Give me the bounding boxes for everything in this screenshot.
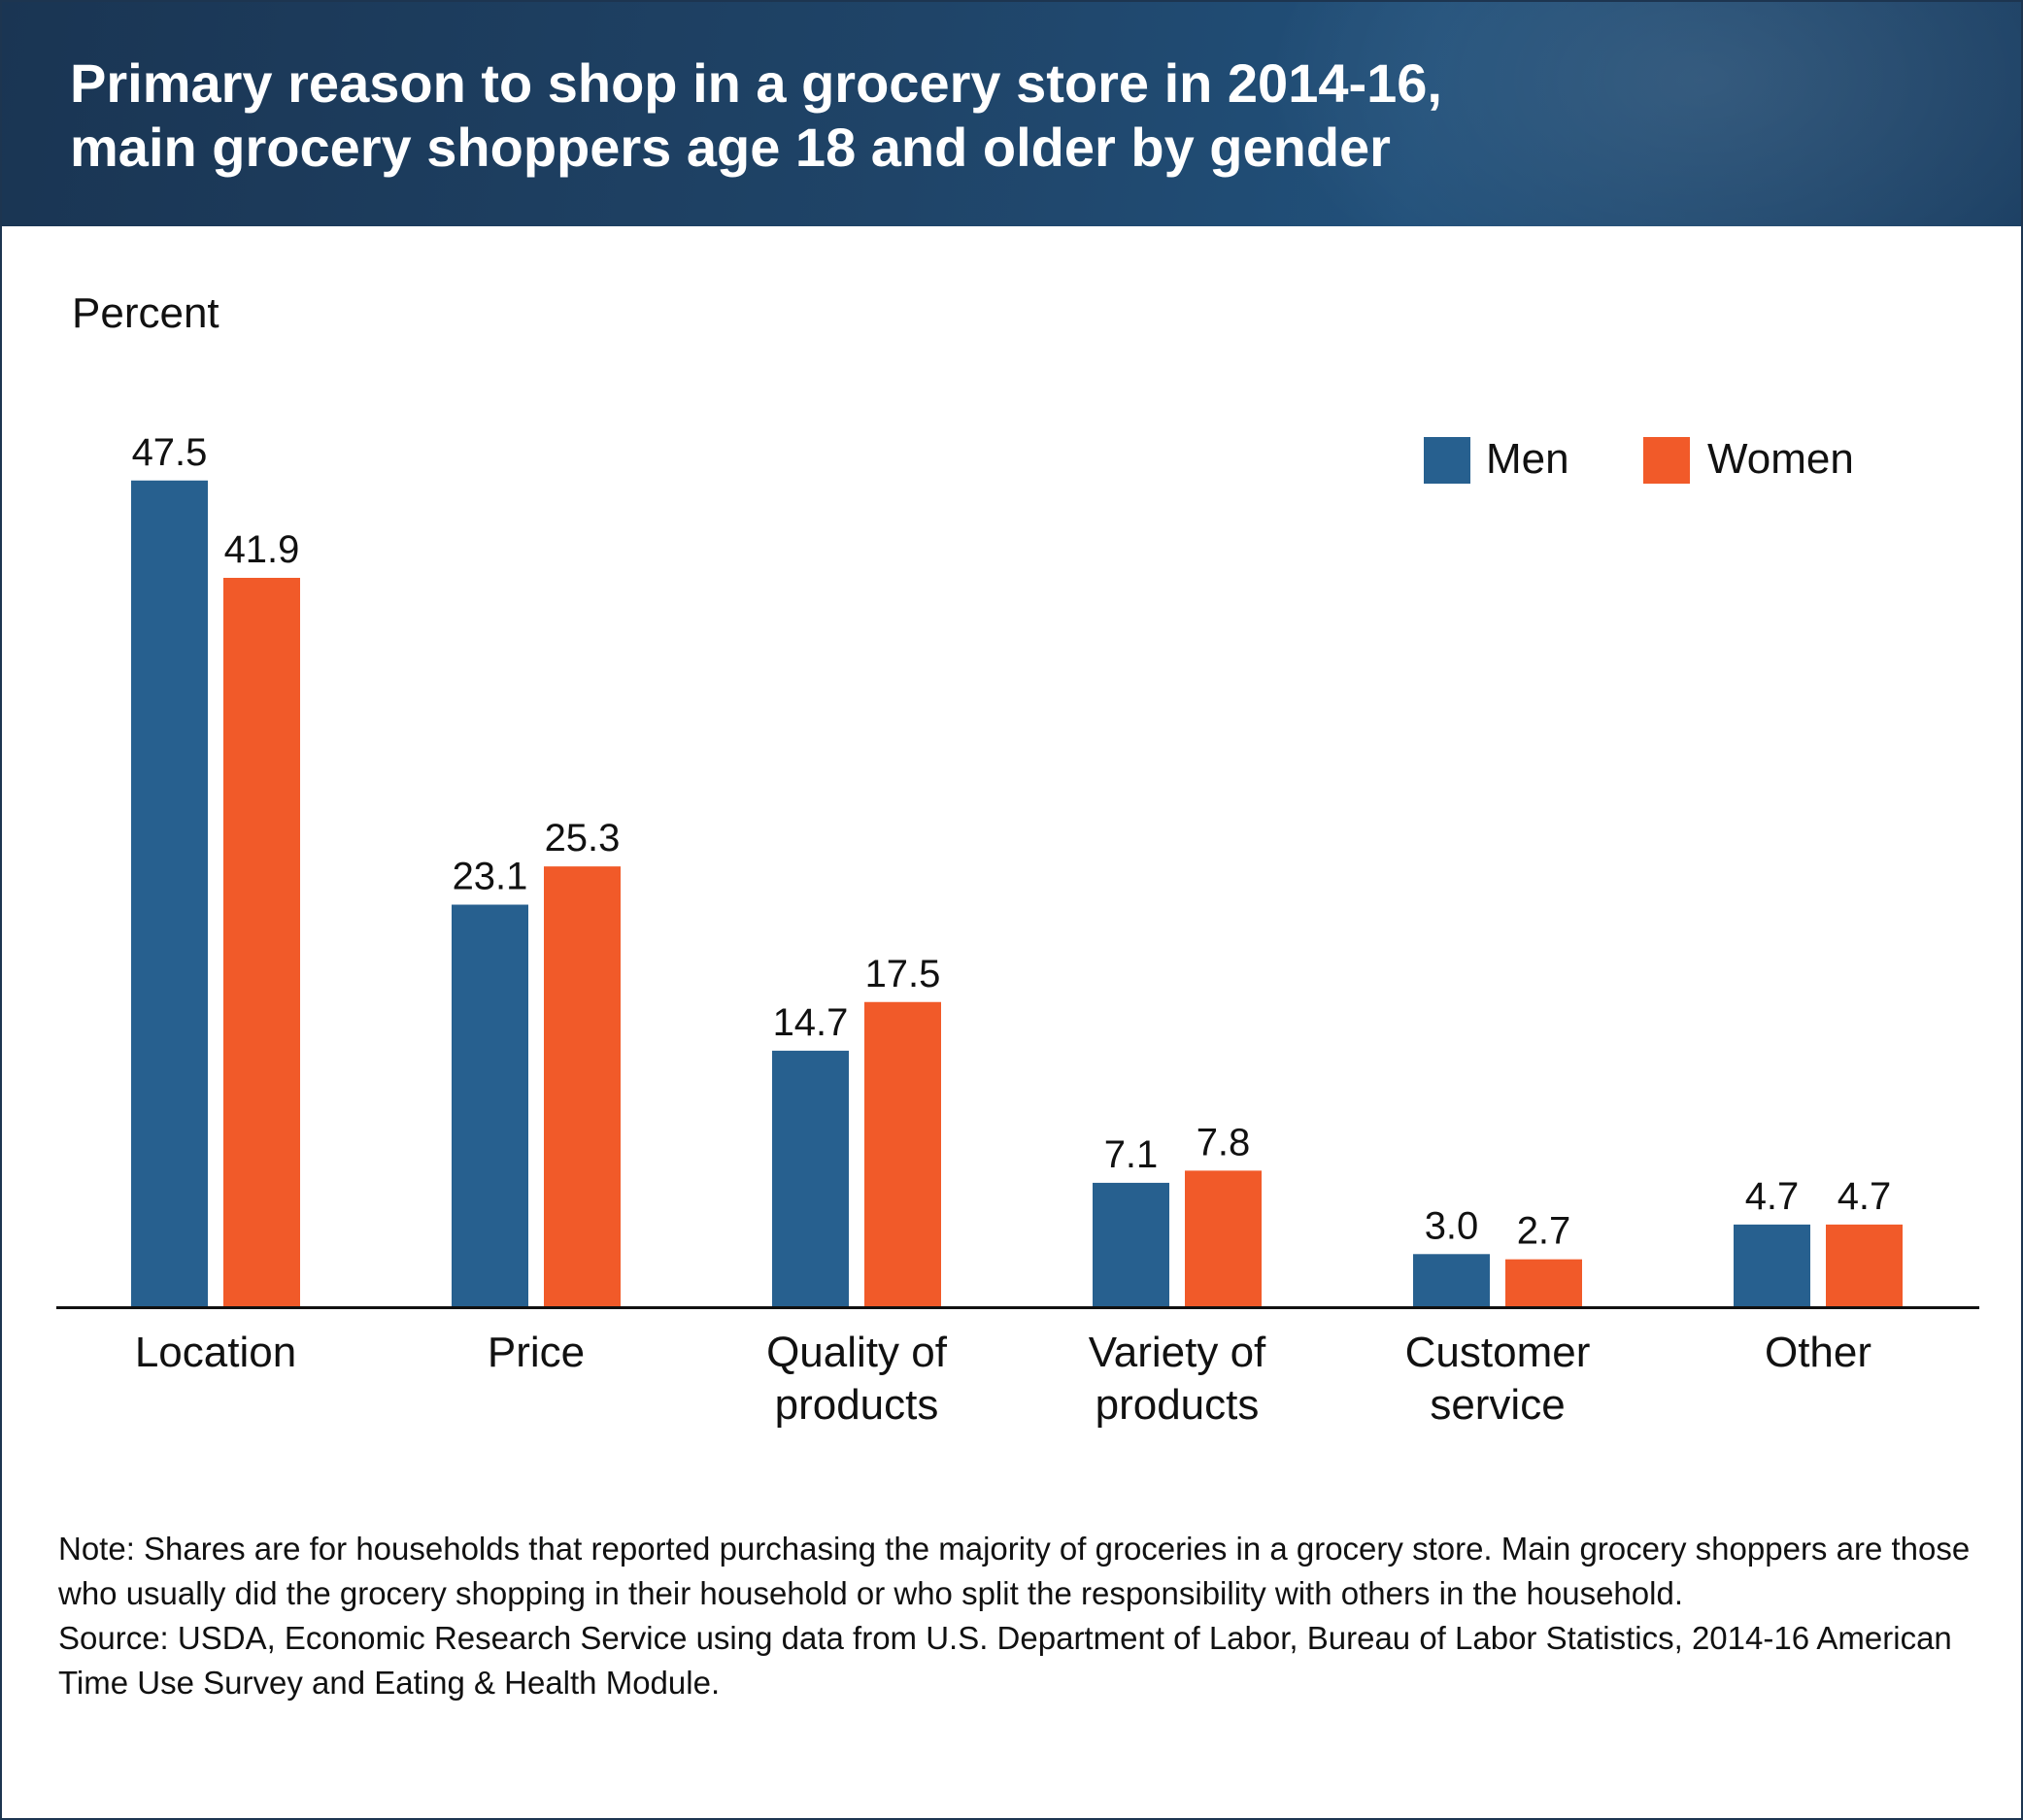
bar-women-4: [1505, 1259, 1582, 1306]
header-decoration: [1264, 2, 2021, 226]
x-tick-label-3-0: Variety of: [1089, 1329, 1266, 1376]
bar-women-3: [1185, 1170, 1262, 1306]
x-tick-label-4-1: service: [1430, 1381, 1565, 1429]
x-tick-label-2-0: Quality of: [766, 1329, 948, 1376]
data-label-women-1: 25.3: [545, 817, 621, 859]
bar-women-2: [864, 1001, 941, 1306]
x-tick-label-4-0: Customer: [1405, 1329, 1591, 1376]
note-text: Note: Shares are for households that rep…: [58, 1531, 1971, 1611]
data-label-women-2: 17.5: [865, 953, 941, 995]
legend-swatch-women: [1643, 437, 1690, 484]
bar-men-3: [1093, 1182, 1169, 1306]
data-label-men-2: 14.7: [773, 1001, 849, 1044]
chart-title-line-2: main grocery shoppers age 18 and older b…: [70, 117, 1391, 178]
source-text: Source: USDA, Economic Research Service …: [58, 1620, 1952, 1701]
data-label-men-4: 3.0: [1425, 1204, 1479, 1247]
bar-chart: 47.5 41.9 Location 23.1 25.3 Price 14.7 17.5 Qua…: [56, 431, 1979, 1429]
bar-men-4: [1413, 1254, 1490, 1306]
x-tick-label-0-0: Location: [135, 1329, 296, 1376]
data-label-men-0: 47.5: [132, 431, 208, 474]
bar-men-1: [452, 904, 528, 1306]
bar-women-5: [1826, 1224, 1903, 1306]
chart-title-line-1: Primary reason to shop in a grocery stor…: [70, 52, 1442, 114]
data-label-men-3: 7.1: [1104, 1133, 1159, 1176]
legend-label-women: Women: [1707, 435, 1854, 483]
x-tick-label-5-0: Other: [1765, 1329, 1871, 1376]
bar-men-0: [131, 480, 208, 1306]
bar-men-2: [772, 1050, 849, 1306]
legend-swatch-men: [1424, 437, 1470, 484]
data-label-women-0: 41.9: [224, 528, 300, 571]
chart-header: Primary reason to shop in a grocery stor…: [2, 2, 2021, 226]
legend-label-men: Men: [1486, 435, 1569, 483]
data-label-women-4: 2.7: [1517, 1210, 1571, 1253]
data-label-men-5: 4.7: [1745, 1175, 1800, 1218]
bar-women-0: [223, 577, 300, 1306]
data-label-women-5: 4.7: [1838, 1175, 1892, 1218]
bar-women-1: [544, 866, 621, 1306]
data-label-men-1: 23.1: [453, 856, 528, 898]
bar-men-5: [1734, 1224, 1810, 1306]
x-tick-label-2-1: products: [775, 1381, 939, 1429]
x-tick-label-1-0: Price: [488, 1329, 585, 1376]
data-label-women-3: 7.8: [1197, 1121, 1251, 1163]
y-axis-label: Percent: [72, 289, 219, 337]
chart-notes: Note: Shares are for households that rep…: [58, 1527, 1991, 1705]
x-tick-label-3-1: products: [1096, 1381, 1260, 1429]
